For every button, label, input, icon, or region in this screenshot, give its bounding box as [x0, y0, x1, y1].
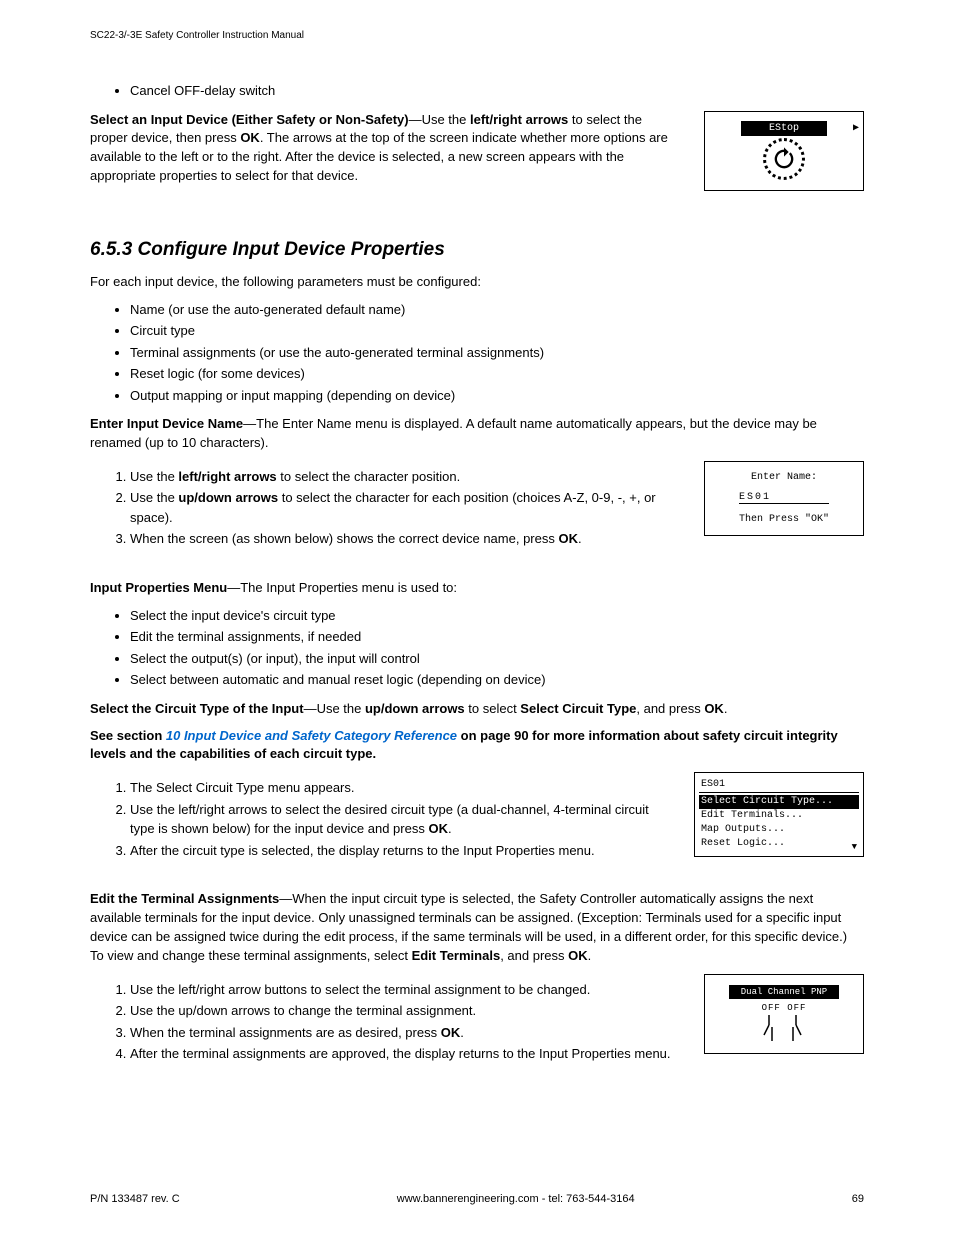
contacts-icon — [754, 1013, 814, 1043]
input-props-para: Input Properties Menu—The Input Properti… — [90, 579, 864, 598]
list-item: Use the up/down arrows to change the ter… — [130, 1001, 674, 1021]
menu-item: Map Outputs... — [699, 823, 859, 837]
page-footer: P/N 133487 rev. C www.bannerengineering.… — [90, 1193, 864, 1205]
list-item: The Select Circuit Type menu appears. — [130, 778, 664, 798]
menu-item: Reset Logic... — [699, 837, 859, 851]
dual-channel-off: OFF OFF — [762, 1003, 807, 1013]
list-item: Circuit type — [130, 321, 864, 341]
cross-reference-link[interactable]: 10 Input Device and Safety Category Refe… — [166, 728, 457, 743]
list-item: Use the up/down arrows to select the cha… — [130, 488, 674, 527]
list-item: When the terminal assignments are as des… — [130, 1023, 674, 1043]
select-circuit-para: Select the Circuit Type of the Input—Use… — [90, 700, 864, 719]
select-device-lead: Select an Input Device (Either Safety or… — [90, 112, 409, 127]
list-item: Output mapping or input mapping (dependi… — [130, 386, 864, 406]
list-item: After the terminal assignments are appro… — [130, 1044, 674, 1064]
figure-estop: EStop ▶ — [704, 111, 864, 191]
list-item: Use the left/right arrows to select the … — [130, 800, 664, 839]
cancel-bullet: Cancel OFF-delay switch — [130, 81, 864, 101]
figure-properties-menu: ES01 Select Circuit Type... Edit Termina… — [694, 772, 864, 857]
list-item: Terminal assignments (or use the auto-ge… — [130, 343, 864, 363]
figure-enter-name: Enter Name: ES01 Then Press "OK" — [704, 461, 864, 536]
intro-653: For each input device, the following par… — [90, 273, 864, 292]
estop-icon — [763, 138, 805, 180]
footer-left: P/N 133487 rev. C — [90, 1193, 180, 1205]
list-item: Name (or use the auto-generated default … — [130, 300, 864, 320]
select-device-para: Select an Input Device (Either Safety or… — [90, 111, 674, 186]
list-item: Reset logic (for some devices) — [130, 364, 864, 384]
input-props-list: Select the input device's circuit type E… — [130, 606, 864, 690]
arrow-right-icon: ▶ — [853, 122, 859, 134]
list-item: Use the left/right arrows to select the … — [130, 467, 674, 487]
list-item: When the screen (as shown below) shows t… — [130, 529, 674, 549]
footer-center: www.bannerengineering.com - tel: 763-544… — [397, 1193, 635, 1205]
enter-name-steps: Use the left/right arrows to select the … — [130, 467, 674, 549]
menu-item-selected: Select Circuit Type... — [699, 795, 859, 809]
list-item: Edit the terminal assignments, if needed — [130, 627, 864, 647]
list-item: After the circuit type is selected, the … — [130, 841, 664, 861]
edit-terminals-para: Edit the Terminal Assignments—When the i… — [90, 890, 864, 965]
dual-channel-label: Dual Channel PNP — [729, 985, 839, 999]
heading-653: 6.5.3 Configure Input Device Properties — [90, 239, 864, 261]
figure-dual-channel: Dual Channel PNP OFF OFF — [704, 974, 864, 1054]
enter-name-line3: Then Press "OK" — [739, 514, 829, 525]
footer-page-number: 69 — [852, 1193, 864, 1205]
enter-name-line1: Enter Name: — [751, 472, 817, 483]
terminal-steps: Use the left/right arrow buttons to sele… — [130, 980, 674, 1064]
list-item: Select the output(s) (or input), the inp… — [130, 649, 864, 669]
circuit-steps: The Select Circuit Type menu appears. Us… — [130, 778, 664, 860]
list-item: Use the left/right arrow buttons to sele… — [130, 980, 674, 1000]
list-item: Select between automatic and manual rese… — [130, 670, 864, 690]
enter-name-value: ES01 — [739, 492, 829, 504]
down-arrow-icon: ▼ — [852, 842, 857, 852]
params-list: Name (or use the auto-generated default … — [130, 300, 864, 406]
enter-name-para: Enter Input Device Name—The Enter Name m… — [90, 415, 864, 453]
menu-title: ES01 — [699, 778, 859, 793]
list-item: Select the input device's circuit type — [130, 606, 864, 626]
page-header: SC22-3/-3E Safety Controller Instruction… — [90, 30, 864, 41]
see-section-para: See section 10 Input Device and Safety C… — [90, 727, 864, 765]
estop-label: EStop — [741, 121, 827, 136]
menu-item: Edit Terminals... — [699, 809, 859, 823]
